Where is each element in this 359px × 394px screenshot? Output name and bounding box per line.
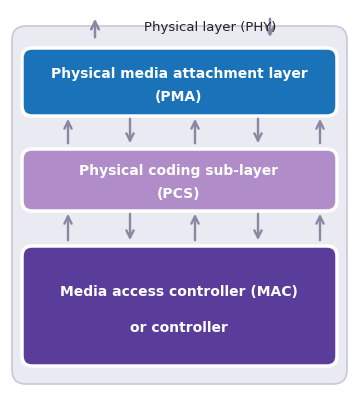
- FancyBboxPatch shape: [22, 246, 337, 366]
- Text: (PMA): (PMA): [155, 90, 203, 104]
- Text: Media access controller (MAC): Media access controller (MAC): [60, 284, 298, 299]
- Text: or controller: or controller: [130, 321, 228, 335]
- FancyBboxPatch shape: [22, 149, 337, 211]
- FancyBboxPatch shape: [22, 48, 337, 116]
- FancyBboxPatch shape: [12, 26, 347, 384]
- Text: Physical layer (PHY): Physical layer (PHY): [144, 20, 276, 33]
- Text: Physical coding sub-layer: Physical coding sub-layer: [79, 164, 279, 178]
- Text: (PCS): (PCS): [157, 187, 201, 201]
- Text: Physical media attachment layer: Physical media attachment layer: [51, 67, 307, 81]
